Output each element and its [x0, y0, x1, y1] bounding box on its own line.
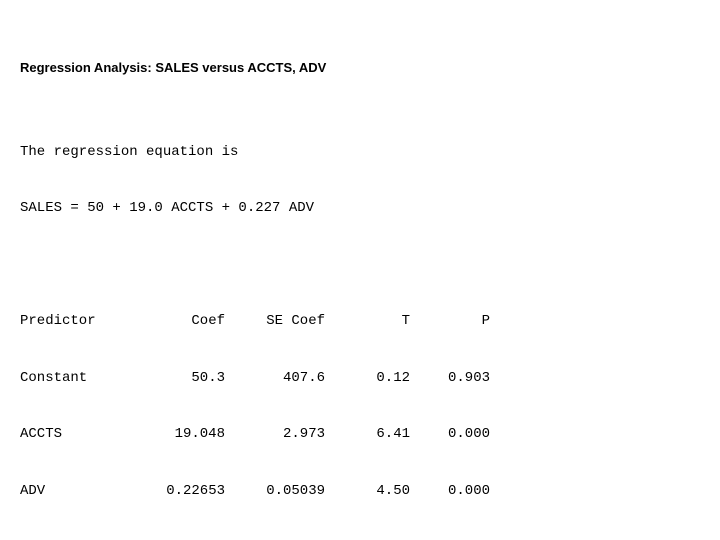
- table-row: ADV 0.22653 0.05039 4.50 0.000: [20, 482, 700, 501]
- equation-block: The regression equation is SALES = 50 + …: [20, 105, 700, 256]
- cell-coef: 50.3: [130, 369, 225, 388]
- cell-t: 4.50: [325, 482, 410, 501]
- cell-secoef: 2.973: [225, 425, 325, 444]
- cell-secoef: 407.6: [225, 369, 325, 388]
- table-row: Constant 50.3 407.6 0.12 0.903: [20, 369, 700, 388]
- table-header-row: Predictor Coef SE Coef T P: [20, 312, 700, 331]
- equation-line-2: SALES = 50 + 19.0 ACCTS + 0.227 ADV: [20, 199, 700, 218]
- equation-line-1: The regression equation is: [20, 143, 700, 162]
- cell-coef: 0.22653: [130, 482, 225, 501]
- cell-t: 6.41: [325, 425, 410, 444]
- table-row: ACCTS 19.048 2.973 6.41 0.000: [20, 425, 700, 444]
- col-header-secoef: SE Coef: [225, 312, 325, 331]
- cell-p: 0.000: [410, 425, 490, 444]
- page-root: Regression Analysis: SALES versus ACCTS,…: [0, 0, 720, 540]
- coefficient-table: Predictor Coef SE Coef T P Constant 50.3…: [20, 274, 700, 538]
- cell-predictor: ADV: [20, 482, 130, 501]
- col-header-coef: Coef: [130, 312, 225, 331]
- cell-predictor: Constant: [20, 369, 130, 388]
- cell-p: 0.000: [410, 482, 490, 501]
- col-header-p: P: [410, 312, 490, 331]
- cell-p: 0.903: [410, 369, 490, 388]
- cell-t: 0.12: [325, 369, 410, 388]
- cell-coef: 19.048: [130, 425, 225, 444]
- cell-predictor: ACCTS: [20, 425, 130, 444]
- col-header-t: T: [325, 312, 410, 331]
- page-title: Regression Analysis: SALES versus ACCTS,…: [20, 60, 700, 75]
- col-header-predictor: Predictor: [20, 312, 130, 331]
- cell-secoef: 0.05039: [225, 482, 325, 501]
